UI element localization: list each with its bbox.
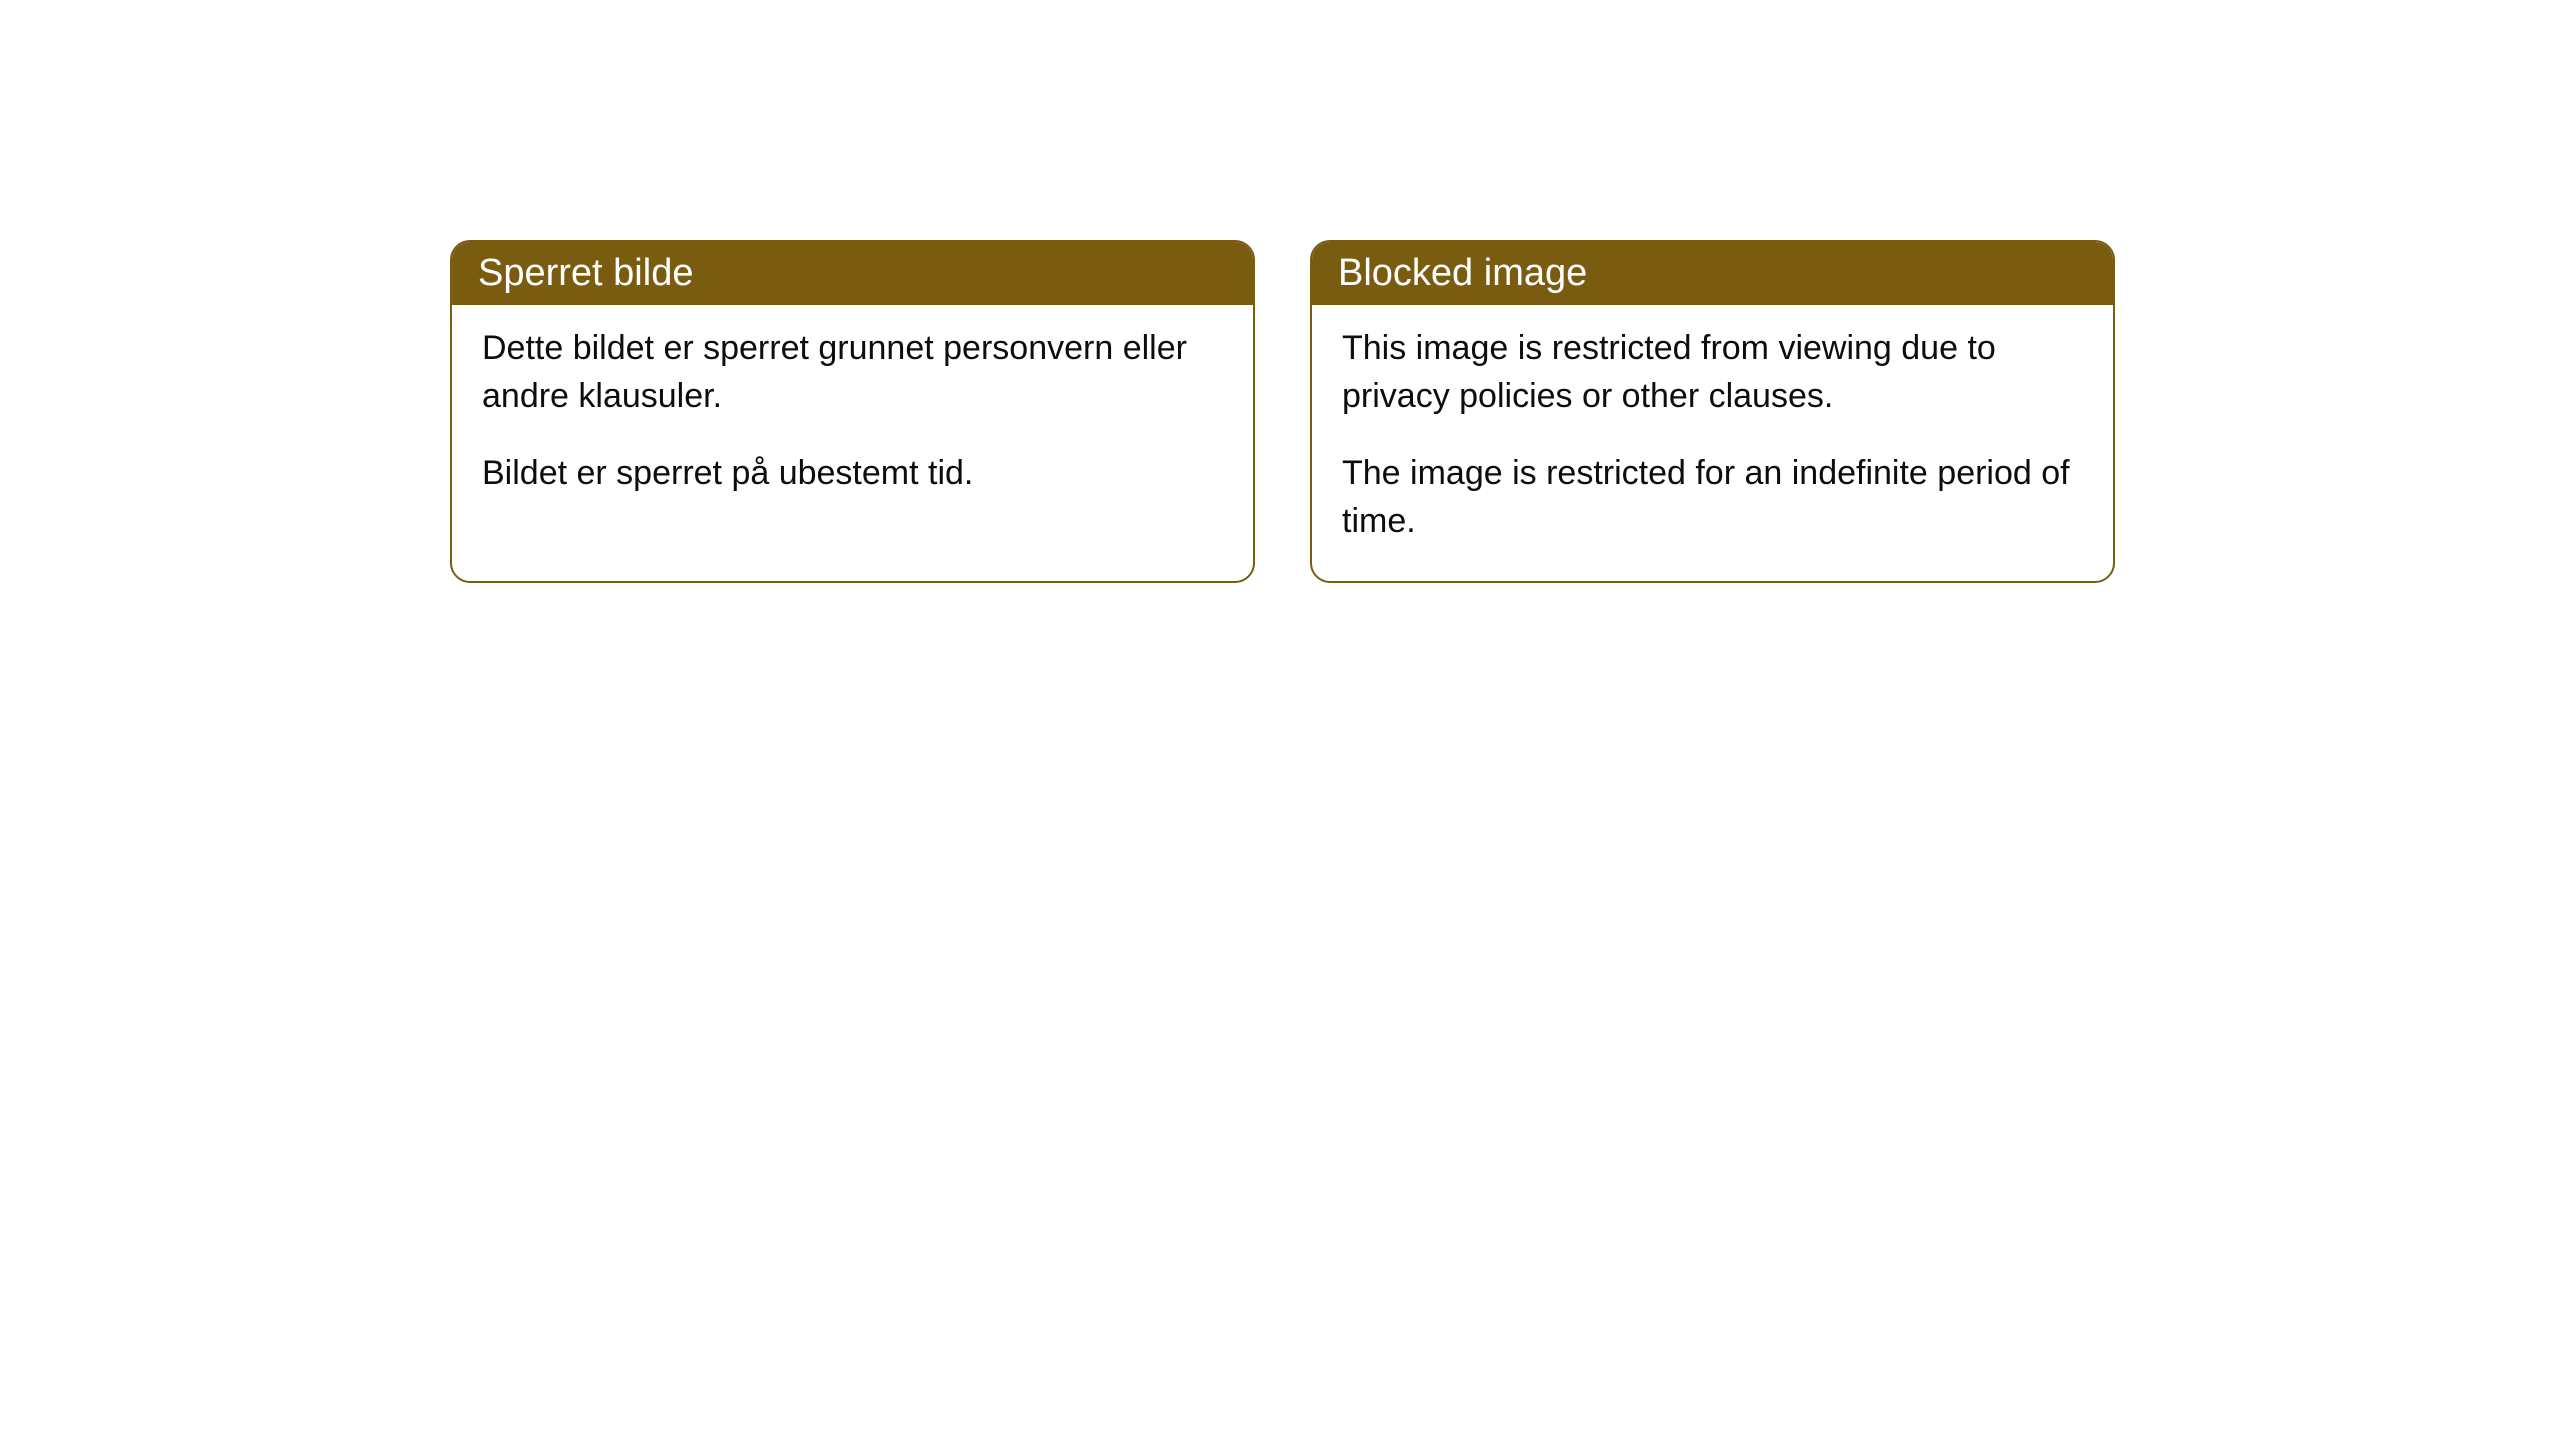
- card-header-english: Blocked image: [1312, 242, 2113, 305]
- card-paragraph-2-english: The image is restricted for an indefinit…: [1342, 450, 2083, 545]
- card-paragraph-2-norwegian: Bildet er sperret på ubestemt tid.: [482, 450, 1223, 498]
- card-body-norwegian: Dette bildet er sperret grunnet personve…: [452, 305, 1253, 534]
- notice-card-english: Blocked image This image is restricted f…: [1310, 240, 2115, 583]
- notice-container: Sperret bilde Dette bildet er sperret gr…: [450, 240, 2115, 583]
- card-header-norwegian: Sperret bilde: [452, 242, 1253, 305]
- card-title-english: Blocked image: [1338, 252, 1587, 294]
- card-paragraph-1-norwegian: Dette bildet er sperret grunnet personve…: [482, 325, 1223, 420]
- card-body-english: This image is restricted from viewing du…: [1312, 305, 2113, 581]
- notice-card-norwegian: Sperret bilde Dette bildet er sperret gr…: [450, 240, 1255, 583]
- card-title-norwegian: Sperret bilde: [478, 252, 693, 294]
- card-paragraph-1-english: This image is restricted from viewing du…: [1342, 325, 2083, 420]
